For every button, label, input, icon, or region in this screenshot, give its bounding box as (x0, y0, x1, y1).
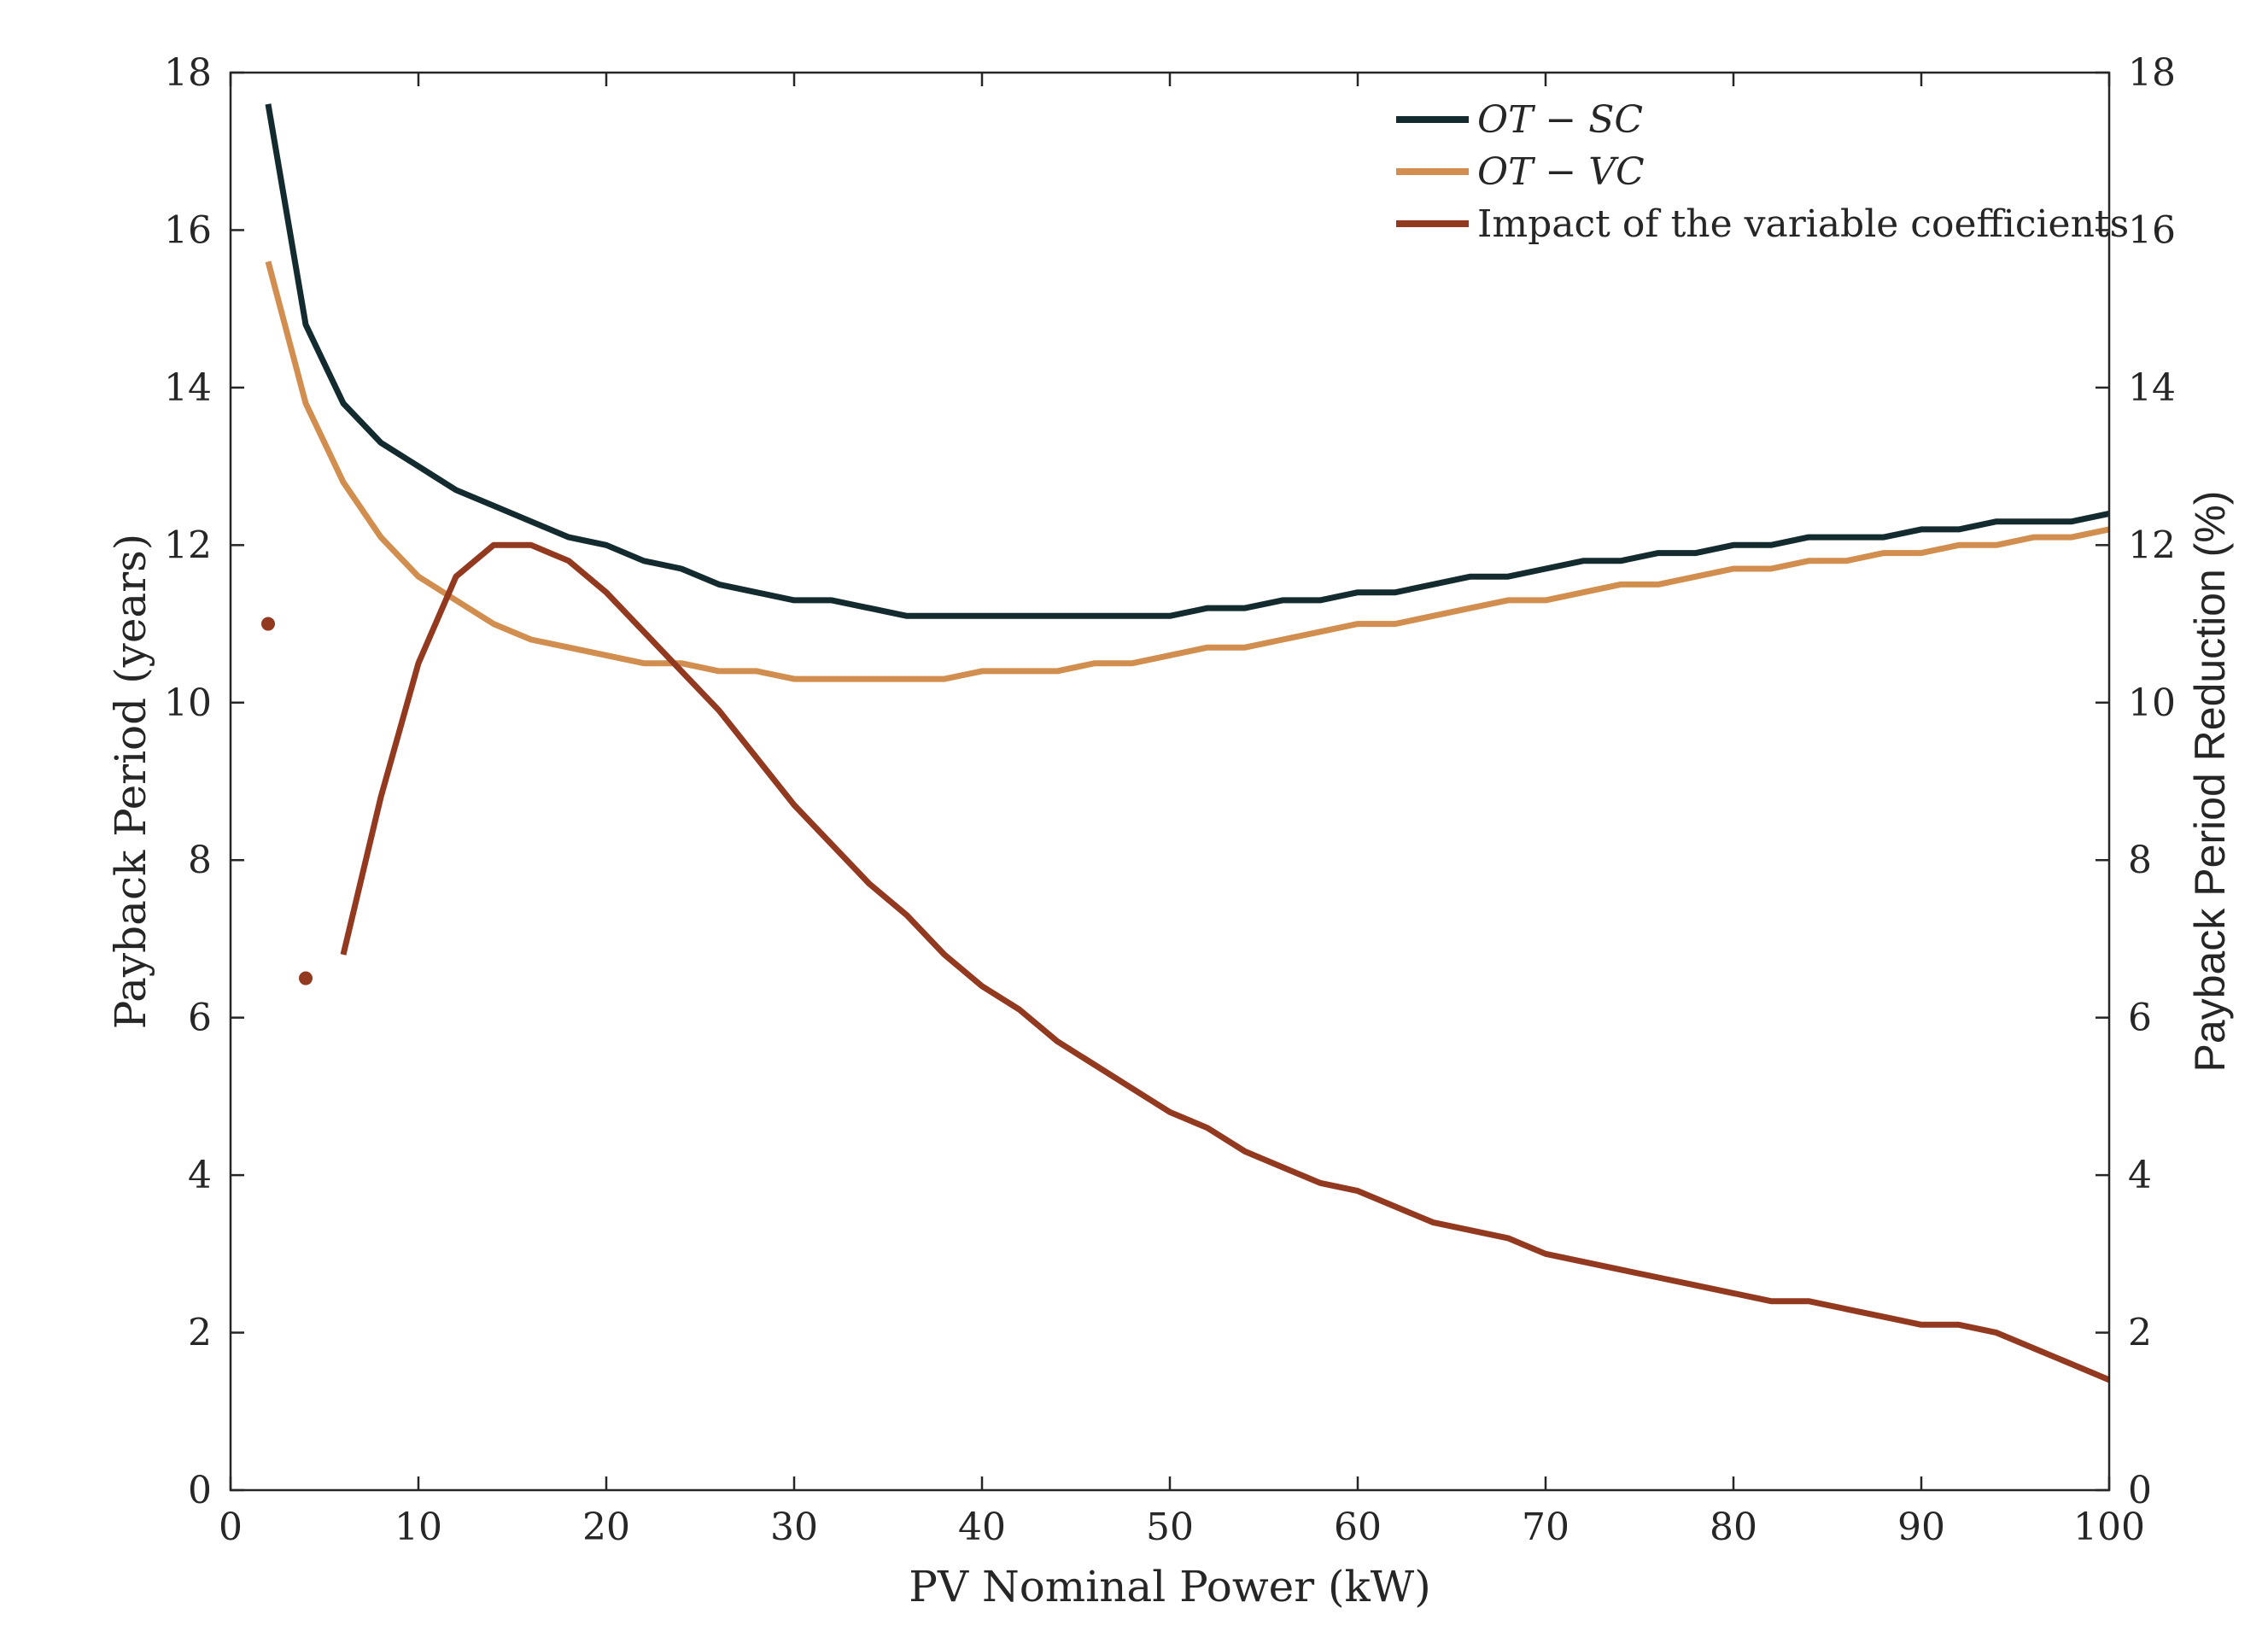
series-line-ot-vc (265, 260, 2110, 682)
y-tick-label-left: 4 (188, 1154, 212, 1197)
y-tick-label-right: 16 (2128, 208, 2176, 252)
legend-label-impact: Impact of the variable coefficients (1477, 202, 2129, 246)
y-tick-label-right: 12 (2128, 523, 2176, 567)
x-tick-label: 100 (2073, 1506, 2145, 1549)
y-tick-label-right: 4 (2128, 1154, 2152, 1197)
y-axis-title-right: Payback Period Reduction (%) (2186, 491, 2234, 1073)
y-tick-label-left: 6 (188, 997, 212, 1040)
y-tick-label-right: 18 (2128, 51, 2176, 95)
legend: OT − SC OT − VC Impact of the variable c… (1396, 98, 2129, 246)
y-tick-label-right: 0 (2128, 1469, 2152, 1512)
x-tick-label: 70 (1522, 1506, 1569, 1549)
x-tick-label: 40 (958, 1506, 1006, 1549)
y-tick-label-left: 10 (164, 681, 212, 725)
y-tick-label-left: 16 (164, 208, 212, 252)
x-tick-label: 20 (582, 1506, 630, 1549)
y-tick-label-left: 0 (188, 1469, 212, 1512)
y-tick-label-left: 12 (164, 523, 212, 567)
x-tick-label: 50 (1146, 1506, 1194, 1549)
axes (229, 71, 2111, 1492)
y-tick-label-right: 14 (2128, 366, 2176, 410)
x-tick-label: 10 (395, 1506, 442, 1549)
tick-labels: 0 10 20 30 40 50 60 70 80 90 100024681012141618024… (164, 51, 2176, 1549)
y-tick-label-left: 14 (164, 366, 212, 410)
y-tick-label-left: 8 (188, 839, 212, 882)
series-point-impact-of-the-variable-coefficients-1 (299, 971, 313, 985)
series-line-impact-of-the-variable-coefficients (340, 541, 2111, 1383)
x-tick-label: 80 (1710, 1506, 1757, 1549)
series-line-ot-sc (265, 103, 2110, 619)
x-tick-label: 30 (770, 1506, 818, 1549)
y-tick-label-left: 2 (188, 1312, 212, 1355)
legend-label-ot-vc: OT − VC (1477, 150, 1645, 194)
x-tick-label: 90 (1897, 1506, 1945, 1549)
series-point-impact-of-the-variable-coefficients-0 (261, 617, 275, 631)
y-tick-label-right: 10 (2128, 681, 2176, 725)
y-tick-label-right: 2 (2128, 1312, 2152, 1355)
y-tick-label-left: 18 (164, 51, 212, 95)
plot-lines (261, 103, 2111, 1383)
x-tick-label: 60 (1334, 1506, 1382, 1549)
x-tick-label: 0 (219, 1506, 243, 1549)
x-axis-title: PV Nominal Power (kW) (909, 1562, 1430, 1611)
y-tick-label-right: 8 (2128, 839, 2152, 882)
y-tick-label-right: 6 (2128, 997, 2152, 1040)
y-axis-title-left: Payback Period (years) (106, 534, 155, 1030)
legend-label-ot-sc: OT − SC (1477, 98, 1643, 142)
